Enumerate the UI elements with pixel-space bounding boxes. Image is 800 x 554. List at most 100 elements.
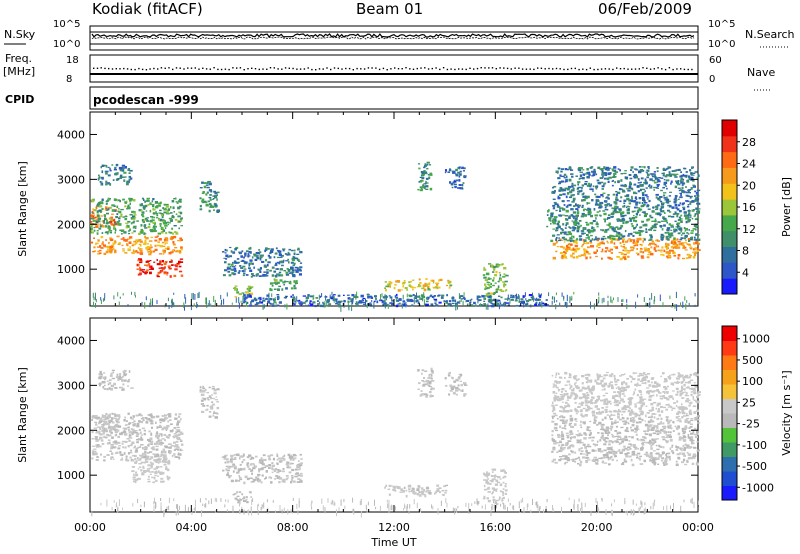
echo-cell <box>675 213 680 215</box>
echo-cell <box>680 177 684 181</box>
clutter-cell <box>643 297 645 302</box>
echo-cell <box>170 212 173 214</box>
clutter-cell <box>538 292 540 298</box>
echo-cell <box>637 178 640 180</box>
echo-cell <box>97 250 100 253</box>
echo-cell <box>610 238 613 241</box>
echo-cell <box>646 198 649 200</box>
echo-cell <box>679 196 683 199</box>
echo-cell <box>488 284 491 287</box>
echo-cell <box>141 461 144 464</box>
echo-cell <box>625 257 627 260</box>
echo-cell <box>176 250 178 252</box>
echo-cell <box>662 174 665 177</box>
echo-cell <box>158 460 161 462</box>
clutter-cell <box>375 295 377 301</box>
echo-cell <box>631 188 634 191</box>
echo-cell <box>646 219 649 222</box>
echo-cell <box>636 210 639 213</box>
nave-point <box>582 68 584 70</box>
echo-cell <box>580 177 582 179</box>
echo-cell <box>478 299 482 301</box>
echo-cell <box>144 217 147 220</box>
echo-cell <box>560 256 563 259</box>
echo-cell <box>595 214 598 216</box>
echo-cell <box>117 243 121 245</box>
echo-cell <box>322 304 325 308</box>
echo-cell <box>114 173 118 176</box>
echo-cell <box>276 261 280 264</box>
echo-cell <box>630 246 634 249</box>
echo-cell <box>347 300 350 303</box>
echo-cell <box>241 468 245 471</box>
echo-cell <box>503 475 507 478</box>
echo-cell <box>382 300 386 303</box>
echo-cell <box>659 225 663 228</box>
echo-cell <box>169 219 173 222</box>
echo-cell <box>146 455 150 458</box>
echo-cell <box>657 178 660 181</box>
echo-cell <box>497 481 501 484</box>
echo-cell <box>665 185 667 187</box>
echo-cell <box>600 457 603 460</box>
echo-cell <box>271 274 274 277</box>
echo-cell <box>100 453 102 456</box>
echo-cell <box>604 208 608 211</box>
echo-cell <box>350 300 354 303</box>
echo-cell <box>696 176 699 180</box>
echo-cell <box>260 481 263 484</box>
echo-cell <box>582 239 585 242</box>
echo-cell <box>291 468 295 472</box>
echo-cell <box>637 190 640 193</box>
nave-point <box>533 68 535 71</box>
echo-cell <box>150 447 153 450</box>
echo-cell <box>623 243 626 246</box>
echo-cell <box>693 239 695 241</box>
echo-cell <box>262 273 266 276</box>
echo-cell <box>576 227 579 230</box>
echo-cell <box>626 252 630 254</box>
echo-cell <box>480 304 483 306</box>
clutter-cell <box>318 294 320 300</box>
echo-cell <box>623 185 628 188</box>
echo-cell <box>246 294 250 297</box>
echo-cell <box>433 298 438 301</box>
echo-cell <box>107 166 110 169</box>
echo-cell <box>455 174 459 177</box>
echo-cell <box>175 264 178 268</box>
echo-cell <box>263 458 267 461</box>
echo-cell <box>618 442 622 444</box>
echo-cell <box>147 444 150 446</box>
echo-cell <box>168 446 172 449</box>
echo-cell <box>250 481 253 483</box>
nave-point <box>412 68 415 70</box>
echo-cell <box>146 217 149 219</box>
echo-cell <box>425 180 427 183</box>
echo-cell <box>92 208 94 211</box>
echo-cell <box>128 422 130 426</box>
echo-cell <box>143 219 146 221</box>
echo-cell <box>648 167 650 170</box>
nave-point <box>390 68 392 70</box>
echo-cell <box>572 217 575 220</box>
echo-cell <box>125 455 128 458</box>
echo-cell <box>208 203 212 205</box>
echo-cell <box>248 264 251 267</box>
echo-cell <box>461 389 464 392</box>
echo-cell <box>90 223 94 227</box>
echo-cell <box>99 223 101 225</box>
clutter-cell <box>626 303 628 310</box>
echo-cell <box>394 490 397 492</box>
echo-cell <box>635 169 639 171</box>
echo-cell <box>106 454 110 456</box>
echo-cell <box>593 251 597 254</box>
echo-cell <box>582 173 585 176</box>
echo-cell <box>395 280 399 283</box>
echo-cell <box>142 452 145 455</box>
echo-cell <box>635 192 638 195</box>
echo-cell <box>405 489 408 492</box>
nave-point <box>687 68 689 71</box>
echo-cell <box>645 228 647 231</box>
echo-cell <box>484 288 487 290</box>
echo-cell <box>335 299 338 302</box>
